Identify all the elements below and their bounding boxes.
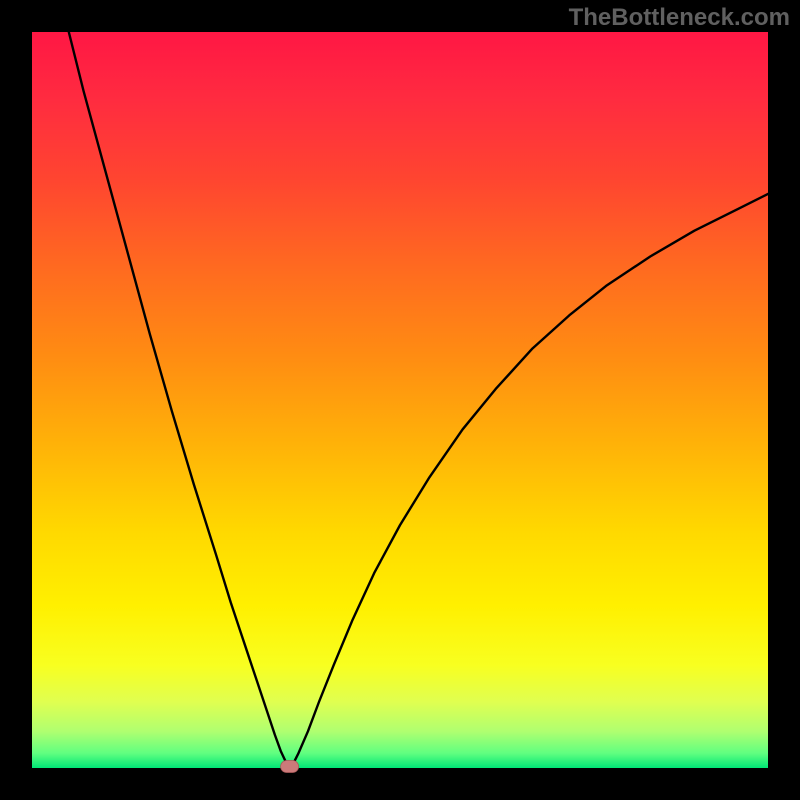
watermark-text: TheBottleneck.com (569, 4, 790, 32)
optimum-marker (281, 761, 299, 773)
chart-canvas: TheBottleneck.com (0, 0, 800, 800)
bottleneck-chart (0, 0, 800, 800)
plot-background (32, 32, 768, 768)
